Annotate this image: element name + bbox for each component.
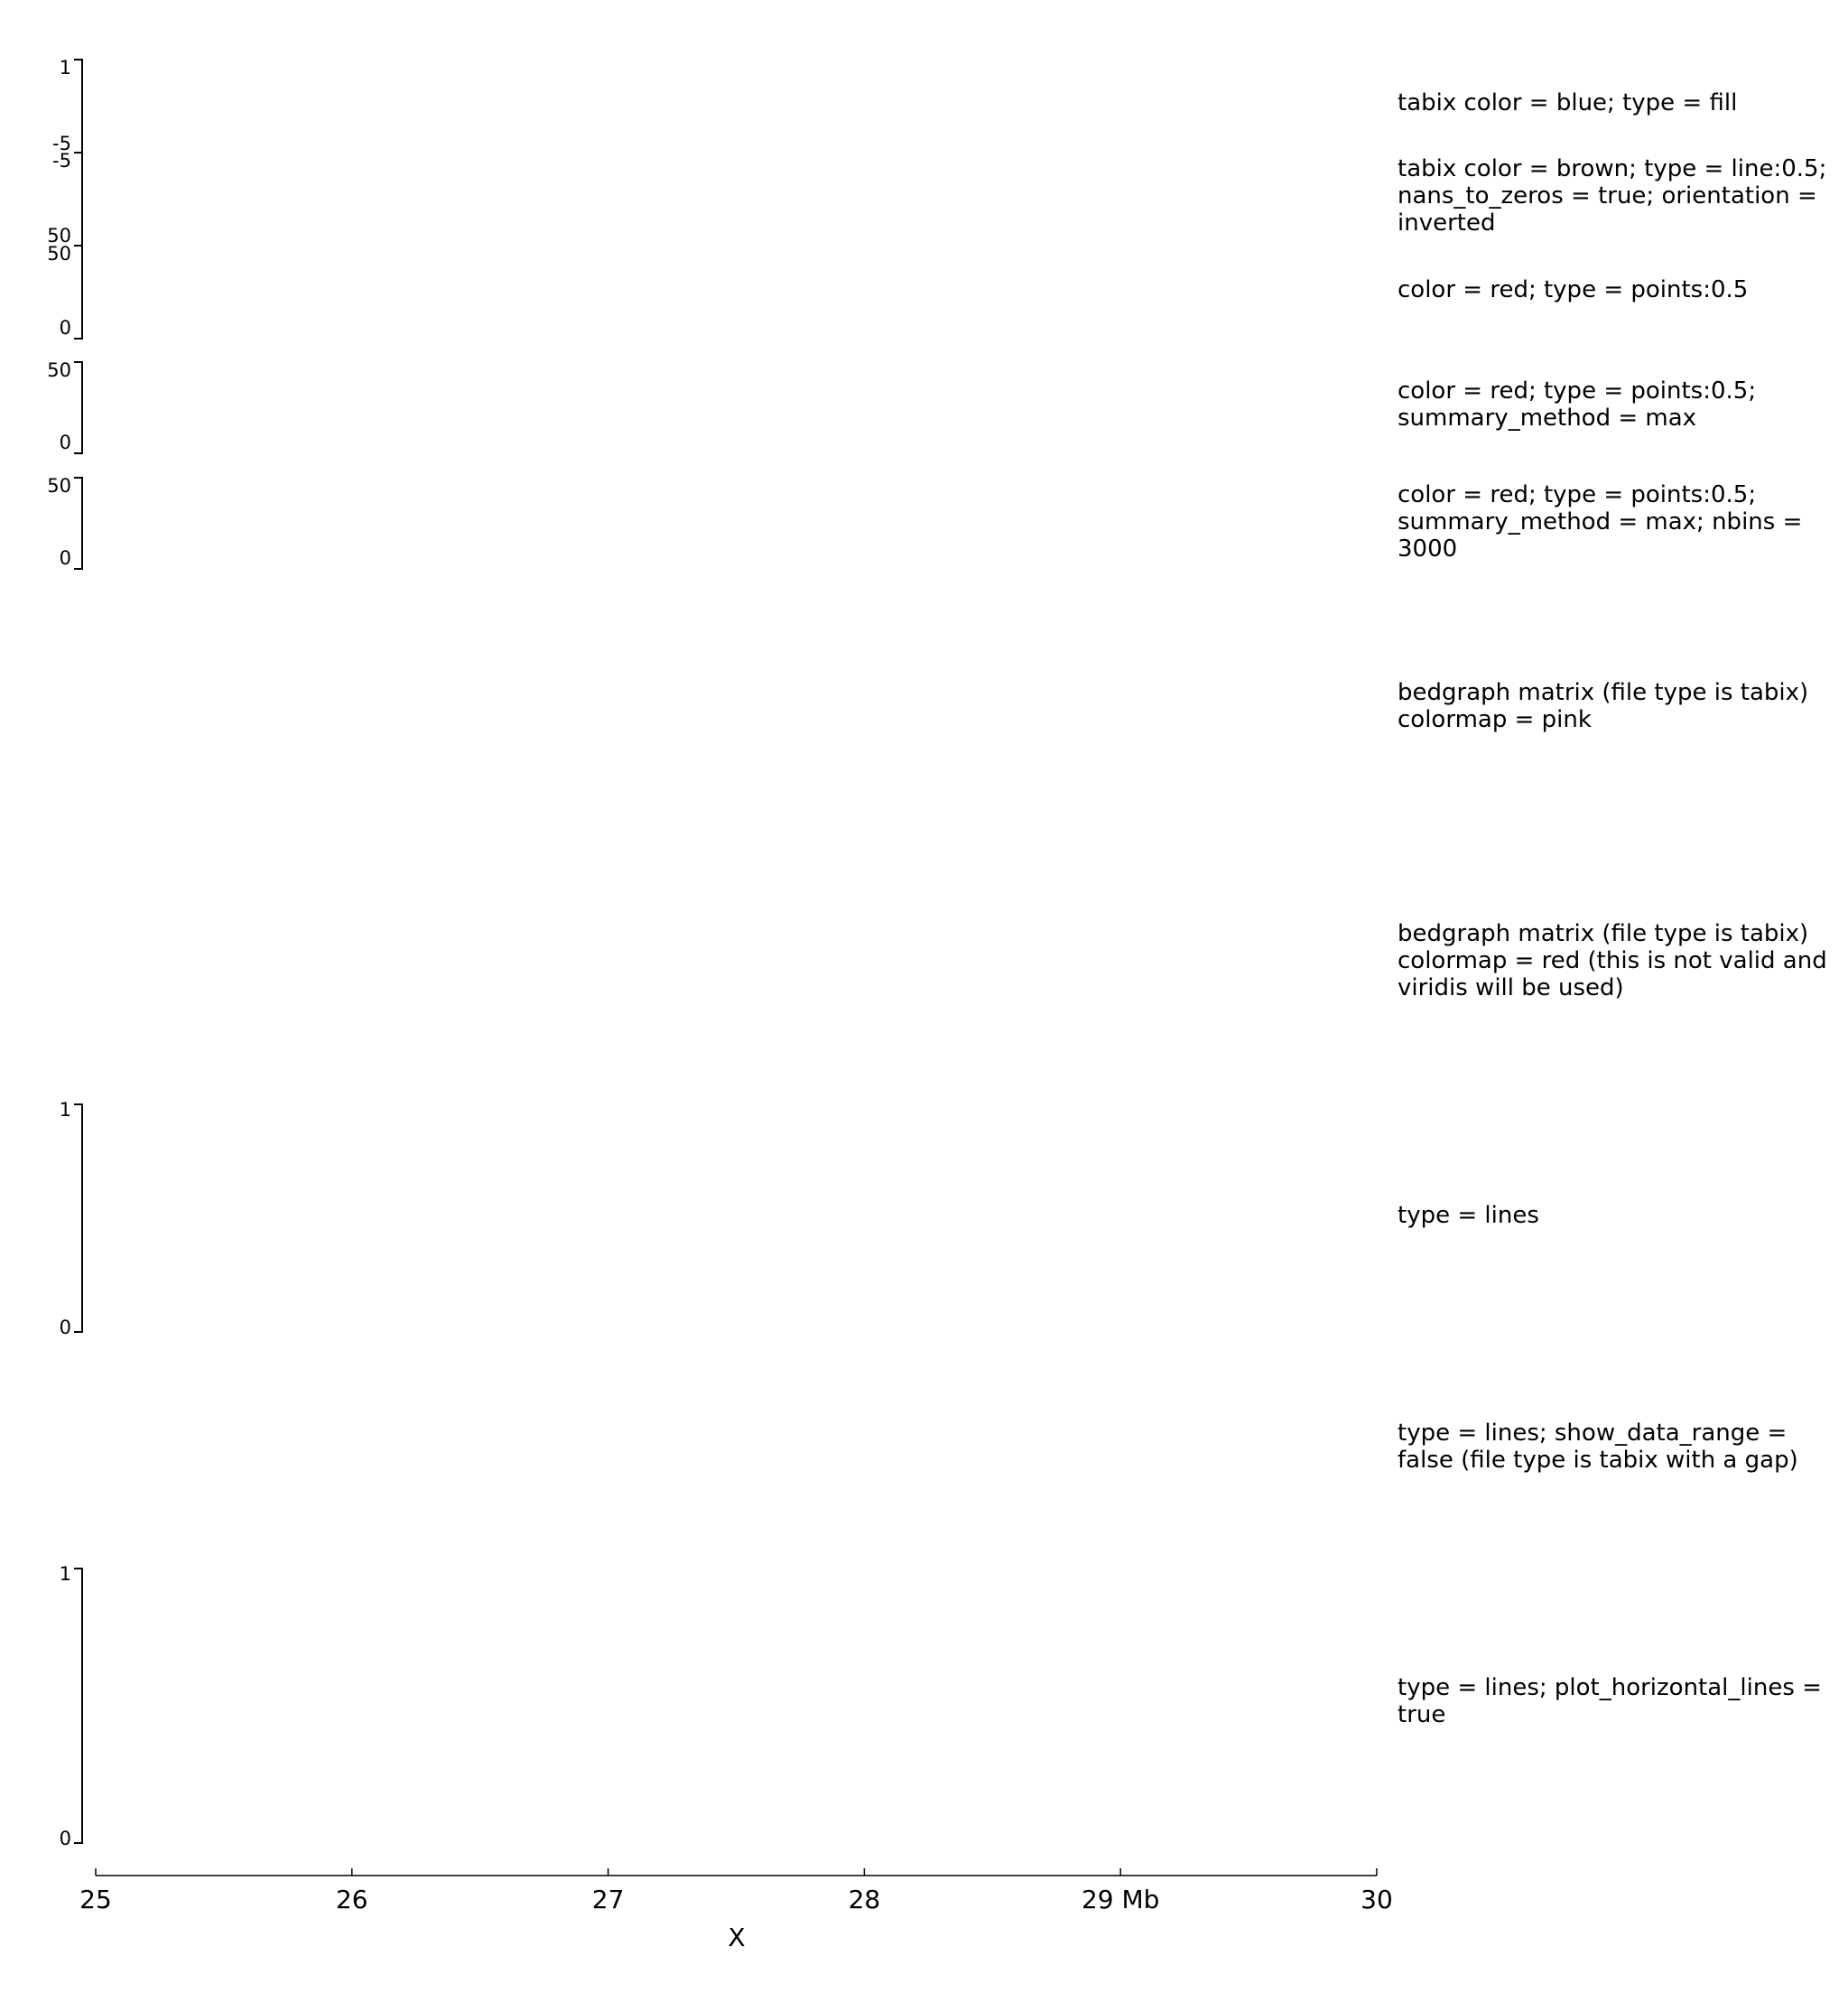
- x-axis-title: X: [728, 1923, 745, 1952]
- track-5-ymin-label: 0: [60, 547, 71, 569]
- track-6-label: bedgraph matrix (file type is tabix) col…: [1398, 679, 1809, 733]
- x-axis-tick-label: 27: [592, 1885, 625, 1914]
- track-8-label: type = lines: [1398, 1202, 1539, 1229]
- track-7-label: bedgraph matrix (file type is tabix) col…: [1398, 920, 1827, 1001]
- track-10-ymin-label: 0: [60, 1828, 71, 1849]
- track-5-ymax-label: 50: [47, 475, 71, 497]
- x-axis-tick-label: 26: [336, 1885, 368, 1914]
- track-4-ymin-label: 0: [60, 432, 71, 453]
- track-10-data-range: 1 0: [60, 1563, 83, 1849]
- x-axis-tick-label: 30: [1360, 1885, 1393, 1914]
- track-2-data-range: -5 50: [47, 150, 83, 247]
- track-8-ymin-label: 0: [60, 1317, 71, 1338]
- track-2-ymax-label: -5: [52, 150, 71, 172]
- track-4-ymax-label: 50: [47, 359, 71, 381]
- track-1-data-range: 1 -5: [52, 57, 83, 154]
- track-2-ymin-label: 50: [47, 225, 71, 247]
- track-5-label: color = red; type = points:0.5; summary_…: [1398, 481, 1803, 563]
- track-4-data-range: 50 0: [47, 359, 83, 454]
- track-9-label: type = lines; show_data_range = false (f…: [1398, 1420, 1798, 1474]
- x-axis: 25 26 27 28 29 Mb 30: [79, 1868, 1393, 1914]
- track-1-label: tabix color = blue; type = fill: [1398, 89, 1738, 116]
- track-3-data-range: 50 0: [47, 243, 83, 340]
- track-10-label: type = lines; plot_horizontal_lines = tr…: [1398, 1674, 1822, 1728]
- track-3-ymin-label: 0: [60, 317, 71, 339]
- x-axis-tick-label: 25: [79, 1885, 112, 1914]
- x-axis-tick-label: 29 Mb: [1082, 1885, 1159, 1914]
- track-4-label: color = red; type = points:0.5; summary_…: [1398, 377, 1757, 432]
- track-3-label: color = red; type = points:0.5: [1398, 276, 1749, 303]
- x-axis-tick-label: 28: [849, 1885, 881, 1914]
- track-3-ymax-label: 50: [47, 243, 71, 265]
- track-10-ymax-label: 1: [60, 1563, 71, 1585]
- track-5-data-range: 50 0: [47, 475, 83, 570]
- track-2-label: tabix color = brown; type = line:0.5; na…: [1398, 155, 1827, 237]
- track-8-data-range: 1 0: [60, 1099, 83, 1338]
- track-8-ymax-label: 1: [60, 1099, 71, 1121]
- track-1-ymin-label: -5: [52, 133, 71, 154]
- track-1-ymax-label: 1: [60, 57, 71, 79]
